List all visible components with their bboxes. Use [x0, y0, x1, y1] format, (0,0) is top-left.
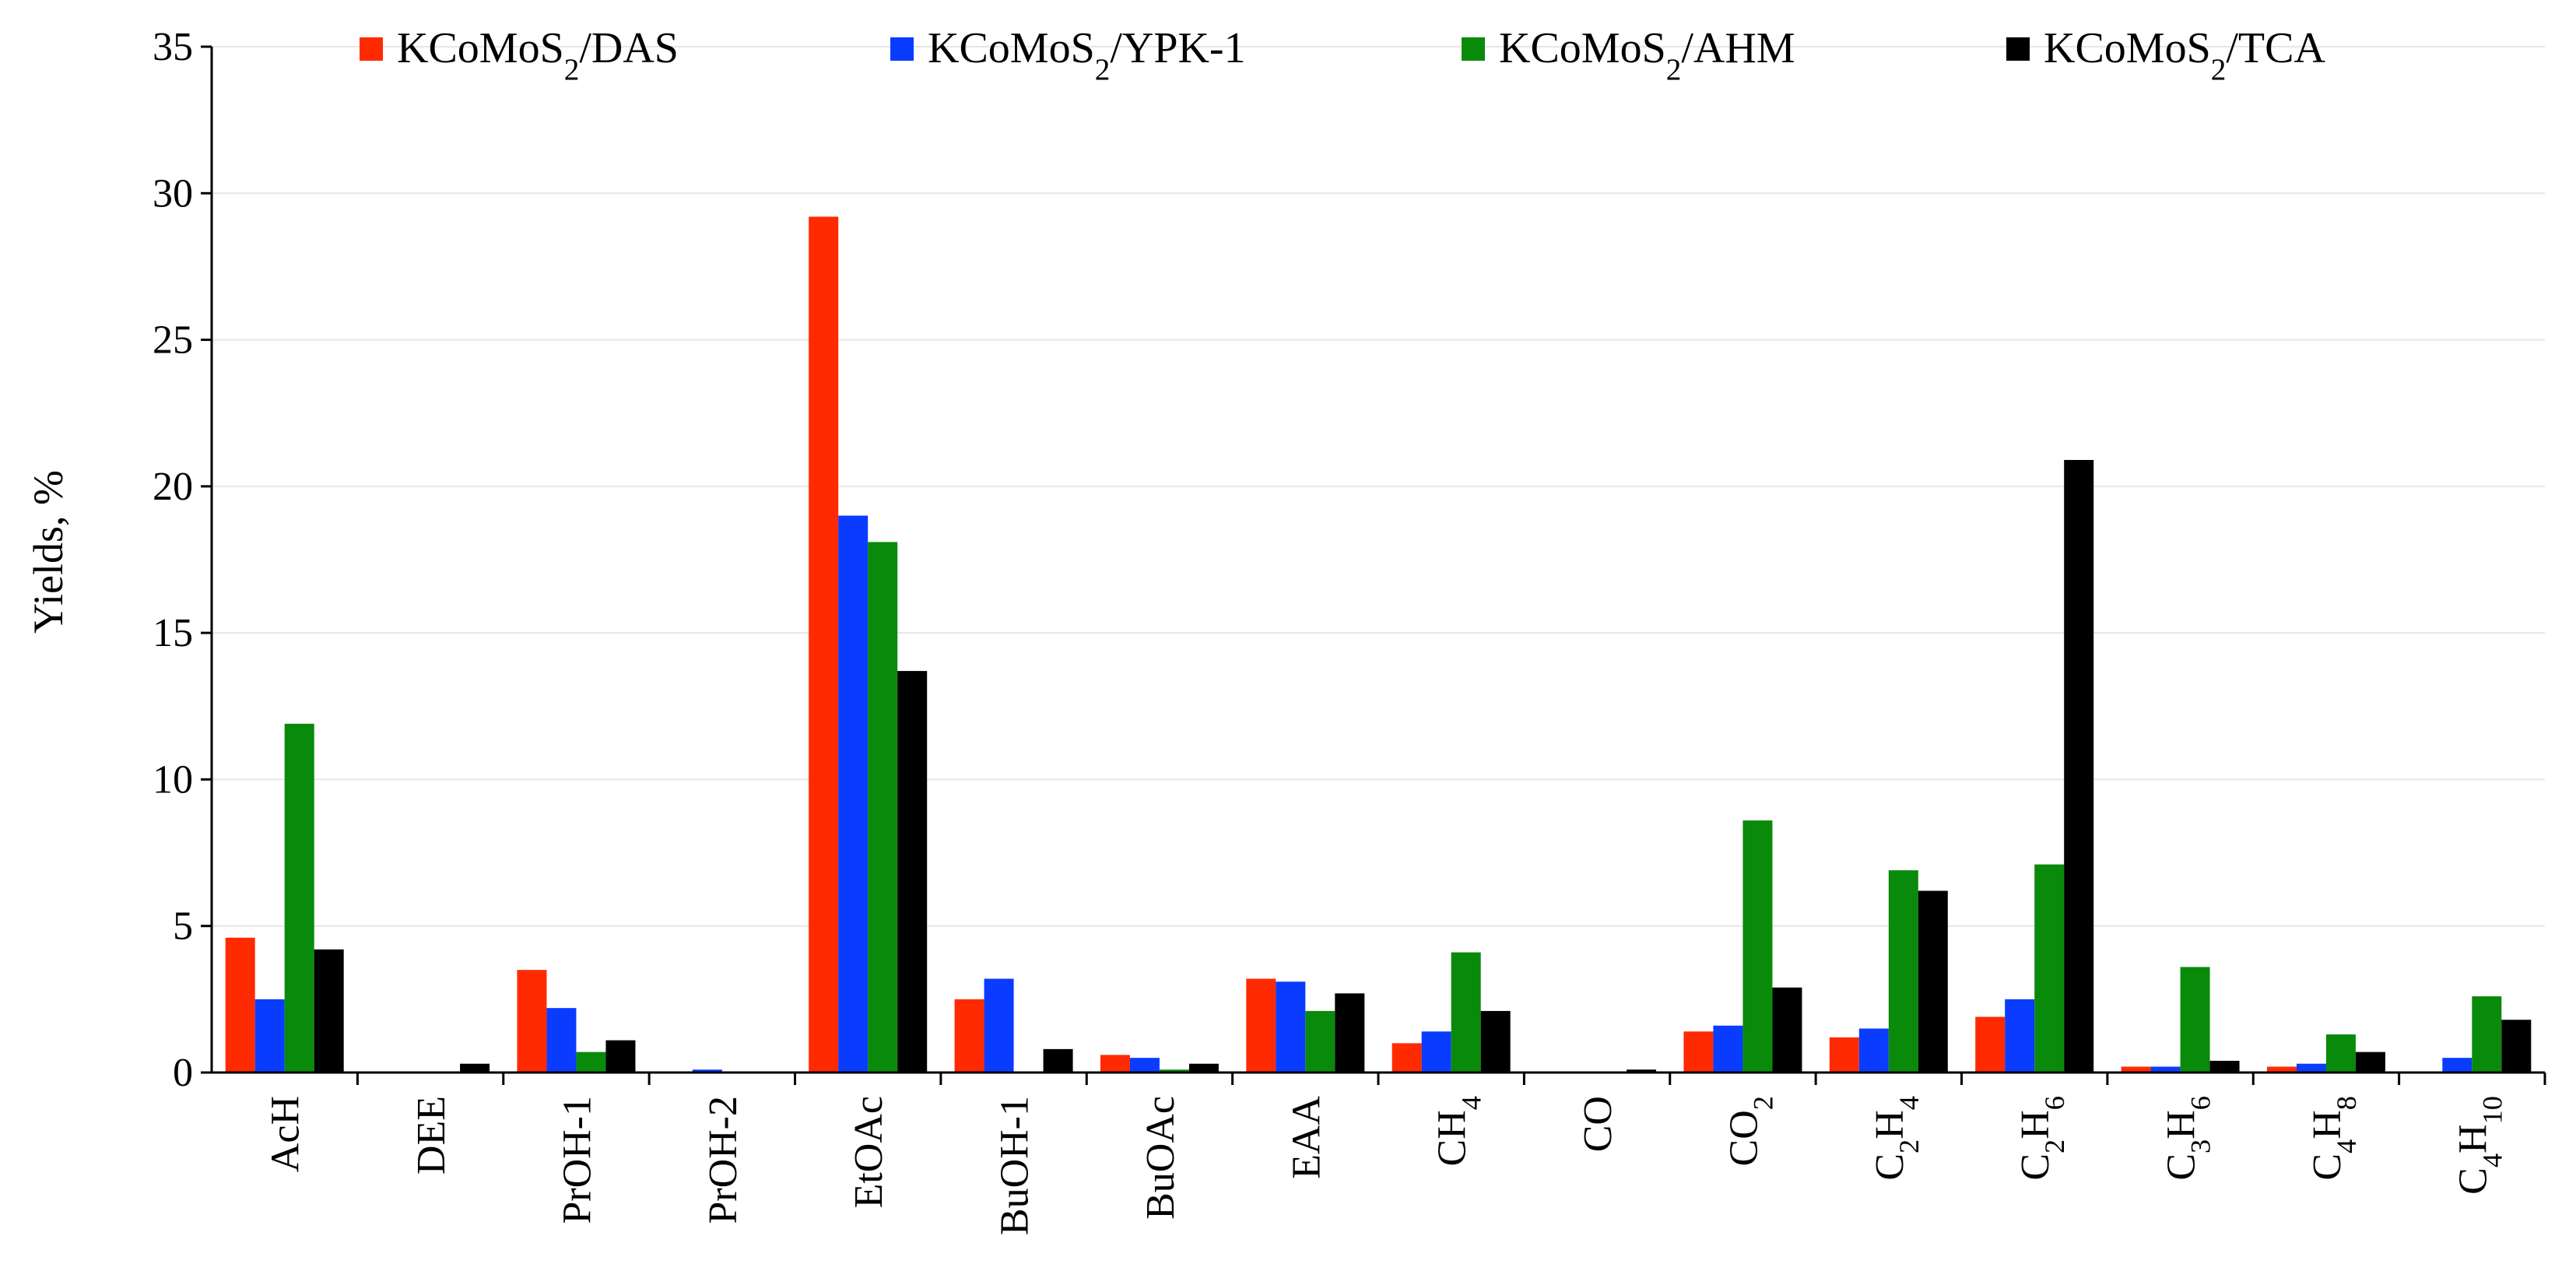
legend-label-2: KCoMoS2/YPK-1	[928, 24, 1246, 86]
x-tick-label-7: BuOAc	[1139, 1096, 1183, 1220]
bar-series2-cat7	[1129, 1058, 1160, 1073]
bar-series2-cat16	[2442, 1058, 2472, 1073]
bar-series1-cat7	[1100, 1055, 1130, 1073]
bar-series3-cat5	[868, 542, 898, 1073]
bar-series3-cat12	[1888, 870, 1918, 1073]
x-tick-label-13: C2H6	[2013, 1096, 2070, 1181]
y-tick-label-5: 5	[173, 904, 193, 949]
y-tick-label-20: 20	[153, 465, 193, 509]
legend-label-3: KCoMoS2/AHM	[1499, 24, 1795, 86]
legend: KCoMoS2/DAS KCoMoS2/YPK-1 KCoMoS2/AHM KCoMo…	[360, 24, 2325, 86]
bar-series3-cat13	[2034, 864, 2065, 1073]
y-tick-label-25: 25	[153, 318, 193, 363]
bar-series2-cat3	[546, 1008, 577, 1073]
x-tick-label-10: CO	[1576, 1096, 1620, 1152]
x-tick-label-6: BuOH-1	[993, 1096, 1037, 1235]
bar-series1-cat12	[1829, 1037, 1859, 1073]
bar-series4-cat14	[2209, 1060, 2240, 1073]
y-tick-label-10: 10	[153, 757, 193, 802]
bar-series4-cat7	[1188, 1063, 1219, 1073]
gridlines	[212, 46, 2545, 927]
x-tick-label-12: C2H4	[1868, 1096, 1925, 1181]
bar-series1-cat14	[2121, 1066, 2151, 1073]
x-tick-label-14: C3H6	[2160, 1096, 2216, 1181]
bar-series3-cat14	[2180, 967, 2210, 1073]
bar-series2-cat1	[254, 999, 285, 1073]
bar-series1-cat1	[225, 937, 255, 1073]
bar-series3-cat3	[576, 1052, 606, 1073]
bar-series2-cat6	[984, 978, 1014, 1073]
bar-series3-cat7	[1159, 1069, 1189, 1073]
x-tick-label-11: CO2	[1721, 1096, 1778, 1166]
bar-series2-cat13	[2005, 999, 2035, 1073]
x-tick-label-8: EAA	[1284, 1096, 1328, 1179]
bar-series2-cat11	[1713, 1025, 1743, 1073]
bar-series1-cat13	[1975, 1016, 2006, 1073]
bar-series1-cat9	[1392, 1043, 1422, 1073]
bar-series2-cat4	[692, 1069, 722, 1073]
bar-series4-cat16	[2501, 1020, 2532, 1073]
bar-series1-cat11	[1683, 1031, 1714, 1073]
bar-series3-cat16	[2472, 996, 2502, 1073]
bar-series4-cat12	[1918, 890, 1948, 1073]
bar-series4-cat15	[2355, 1052, 2385, 1073]
x-tick-label-5: EtOAc	[847, 1096, 891, 1208]
bar-series2-cat15	[2296, 1063, 2326, 1073]
bar-series4-cat3	[605, 1040, 636, 1073]
bar-series4-cat13	[2064, 459, 2094, 1073]
legend-swatch-3	[1462, 37, 1485, 61]
bar-series2-cat14	[2150, 1066, 2181, 1073]
bar-series3-cat15	[2325, 1034, 2356, 1073]
legend-swatch-1	[360, 37, 383, 61]
bar-series4-cat6	[1043, 1048, 1073, 1073]
legend-label-4: KCoMoS2/TCA	[2044, 24, 2325, 86]
bar-series2-cat9	[1421, 1031, 1451, 1073]
bar-series4-cat5	[897, 671, 928, 1073]
bar-series3-cat8	[1305, 1010, 1335, 1073]
bar-series4-cat10	[1627, 1069, 1657, 1073]
bar-series2-cat8	[1276, 981, 1306, 1073]
bar-series4-cat9	[1480, 1010, 1511, 1073]
bar-series1-cat3	[517, 970, 547, 1073]
x-axis-ticks: AcH DEE PrOH-1 PrOH-2 EtOAc BuOH-1 BuOAc EAA CH4…	[264, 1073, 2546, 1235]
x-tick-label-3: PrOH-1	[555, 1096, 599, 1224]
bar-series1-cat15	[2266, 1066, 2297, 1073]
bar-series2-cat5	[838, 515, 869, 1073]
y-axis-ticks: 0 5 10 15 20 25 30 35	[153, 25, 212, 1095]
y-tick-label-35: 35	[153, 25, 193, 69]
x-tick-label-1: AcH	[264, 1096, 308, 1172]
x-tick-label-4: PrOH-2	[701, 1096, 746, 1224]
y-tick-label-30: 30	[153, 171, 193, 216]
bar-series3-cat9	[1451, 952, 1481, 1073]
bar-series4-cat11	[1772, 987, 1802, 1073]
x-tick-label-2: DEE	[409, 1096, 454, 1174]
bar-series3-cat11	[1742, 820, 1773, 1073]
legend-swatch-4	[2006, 37, 2030, 61]
y-tick-label-15: 15	[153, 611, 193, 655]
bar-series2-cat12	[1858, 1028, 1889, 1073]
legend-label-1: KCoMoS2/DAS	[397, 24, 679, 86]
bars	[225, 216, 2532, 1073]
x-tick-label-15: C4H8	[2305, 1096, 2362, 1181]
bar-series4-cat8	[1335, 993, 1365, 1073]
bar-series3-cat1	[284, 723, 314, 1073]
x-tick-label-9: CH4	[1430, 1096, 1487, 1166]
bar-series4-cat2	[460, 1063, 490, 1073]
bar-series4-cat1	[314, 949, 344, 1073]
bar-series1-cat8	[1246, 978, 1276, 1073]
y-axis-title: Yields, %	[25, 470, 72, 634]
y-tick-label-0: 0	[173, 1051, 193, 1095]
axes	[210, 47, 2545, 1074]
bar-series1-cat5	[809, 216, 839, 1073]
bar-series1-cat6	[954, 999, 984, 1073]
x-tick-label-16: C4H10	[2451, 1096, 2508, 1195]
legend-swatch-2	[890, 37, 914, 61]
